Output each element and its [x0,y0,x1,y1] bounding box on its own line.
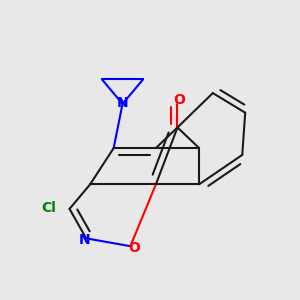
Text: N: N [79,233,91,247]
Text: N: N [117,96,128,110]
Text: O: O [128,241,140,255]
Text: O: O [173,93,185,107]
Text: Cl: Cl [41,201,56,215]
